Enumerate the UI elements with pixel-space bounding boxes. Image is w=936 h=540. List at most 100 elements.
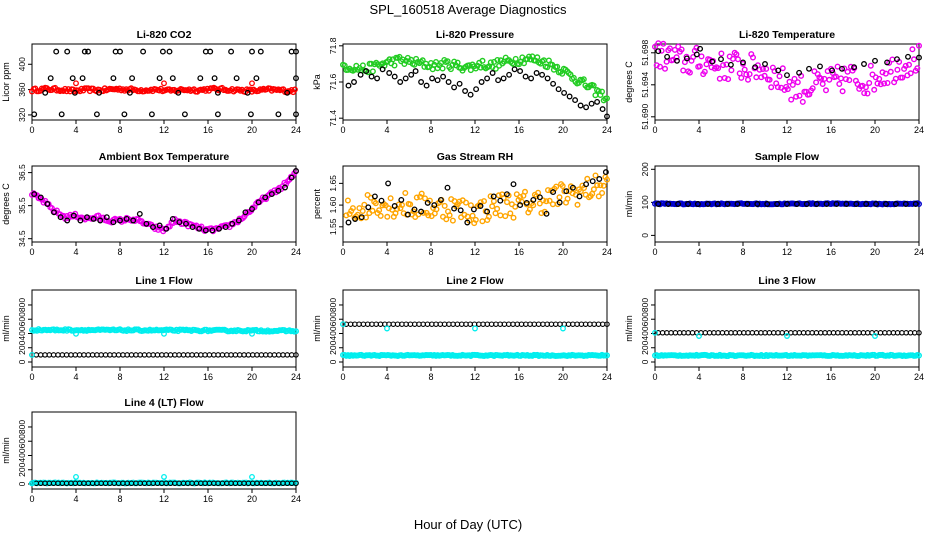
panel-10: Line 4 (LT) Flow ml/min 0 4 8 12 16 20 24 0 200400… [1,397,301,504]
data-point [293,48,299,55]
data-point [685,330,691,336]
data-point [899,330,905,336]
data-point [599,88,606,95]
data-point [800,330,807,336]
data-point [806,65,812,72]
x-tick-label: 12 [782,125,792,135]
data-point [262,352,269,358]
data-point [544,64,551,71]
data-point [655,40,662,47]
data-point [886,330,892,336]
x-tick-label: 16 [514,372,524,382]
data-point [836,80,843,87]
data-point [255,199,262,206]
data-point [440,73,447,80]
data-point [743,71,750,78]
data-point [879,69,886,76]
data-point [740,59,746,66]
data-point [791,75,798,82]
data-point [599,189,606,196]
series-black-2 [655,45,922,79]
data-point [484,75,491,82]
series-green-1 [340,53,611,104]
data-point [183,220,189,227]
data-point [841,65,848,72]
data-point [671,46,678,53]
y-tick-label: 800 [640,298,650,312]
data-point [446,212,453,219]
data-point [473,86,480,93]
data-point [826,76,833,83]
data-point [444,184,451,191]
data-point [141,352,148,358]
data-point [569,184,576,191]
data-point [356,205,363,212]
data-point [479,218,486,225]
data-point [462,88,469,94]
series-cyan-1 [29,326,300,335]
data-point [143,220,150,227]
data-point [914,65,921,72]
y-tick-label: 71.6 [328,73,338,90]
data-point [811,68,818,75]
data-point [463,199,470,206]
data-point [543,198,550,205]
data-point [730,55,737,62]
data-point [154,352,161,358]
data-point [715,65,722,72]
data-point [784,201,790,207]
data-point [472,216,479,223]
data-point [675,201,682,207]
data-point [161,80,167,87]
data-point [500,75,507,82]
data-point [680,67,687,74]
data-point [577,188,584,195]
data-point [660,40,667,47]
data-point [876,75,883,82]
y-tick-label: 400 [17,57,27,71]
data-point [805,330,811,336]
series-black-2 [655,330,922,336]
x-tick-label: 0 [29,372,34,382]
data-point [415,211,422,218]
data-point [379,66,386,73]
data-point [81,48,88,55]
data-point [408,71,415,78]
data-point [422,195,429,202]
data-point [411,321,418,327]
data-point [284,352,291,358]
x-tick-label: 0 [340,247,345,257]
data-point [57,214,64,221]
panel-7: Line 1 Flow ml/min 0 4 8 12 16 20 24 0 20040060080… [1,275,301,382]
x-tick-label: 0 [652,372,657,382]
data-point [794,79,801,86]
data-point [293,111,299,118]
data-point [418,190,425,197]
data-point [419,57,426,64]
x-tick-label: 16 [203,247,213,257]
data-point [94,352,100,358]
data-point [150,352,156,358]
series-red-3 [73,80,255,87]
data-point [754,201,761,207]
data-point [64,48,71,55]
data-point [580,76,587,83]
data-point [864,90,871,97]
data-point [193,352,200,358]
data-point [490,193,497,200]
data-point [207,48,214,55]
data-point [813,79,820,86]
data-point [352,216,359,222]
data-point [552,321,559,327]
data-point [544,75,551,82]
x-tick-label: 24 [602,372,612,382]
y-tick-label: 1.60 [328,197,338,214]
data-point [77,217,84,224]
series-cyan-1 [340,351,611,360]
data-point [249,48,255,55]
data-point [716,75,723,82]
panel-title: Line 3 Flow [758,275,816,287]
data-point [399,201,406,208]
data-point [563,188,570,195]
panel-9: Line 3 Flow ml/min 0 4 8 12 16 20 24 0 20040060080… [624,275,924,382]
